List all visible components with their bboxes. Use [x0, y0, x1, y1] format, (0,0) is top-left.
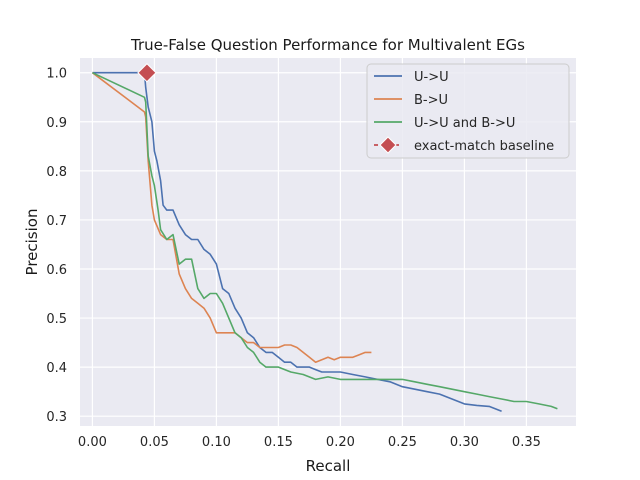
x-tick-label: 0.20	[326, 435, 355, 450]
series-line-u-u-and-b-u	[92, 71, 558, 410]
x-axis-label: Recall	[306, 457, 351, 475]
y-axis-label: Precision	[23, 209, 41, 276]
tick-labels: 0.00 0.05 0.10 0.15 0.20 0.25 0.30 0.35 0.3 0.4 0.…	[46, 67, 541, 450]
legend: U->U B->U U->U and B->U exact-match baselin…	[366, 63, 570, 159]
legend-label: B->U	[414, 93, 448, 108]
x-tick-label: 0.15	[264, 435, 293, 450]
series-line-u-u	[92, 71, 502, 413]
x-tick-label: 0.25	[388, 435, 417, 450]
y-tick-label: 0.3	[46, 410, 67, 425]
x-tick-label: 0.10	[202, 435, 231, 450]
y-tick-label: 0.6	[46, 263, 67, 278]
y-tick-label: 0.8	[46, 165, 67, 180]
x-tick-label: 0.30	[450, 435, 479, 450]
legend-label: U->U and B->U	[414, 116, 515, 131]
y-tick-label: 0.4	[46, 361, 67, 376]
x-tick-label: 0.05	[140, 435, 169, 450]
y-tick-label: 0.7	[46, 214, 67, 229]
baseline-marker	[137, 63, 157, 83]
series-layer	[91, 63, 558, 413]
legend-label: exact-match baseline	[414, 139, 554, 154]
legend-label: U->U	[414, 70, 449, 85]
chart-title: True-False Question Performance for Mult…	[130, 36, 525, 54]
x-tick-label: 0.35	[512, 435, 541, 450]
y-tick-label: 0.5	[46, 312, 67, 327]
legend-box	[366, 63, 570, 159]
y-tick-label: 0.9	[46, 116, 67, 131]
series-line-b-u	[91, 72, 372, 364]
legend-marker	[379, 136, 397, 154]
y-tick-label: 1.0	[46, 67, 67, 82]
x-tick-label: 0.00	[78, 435, 107, 450]
